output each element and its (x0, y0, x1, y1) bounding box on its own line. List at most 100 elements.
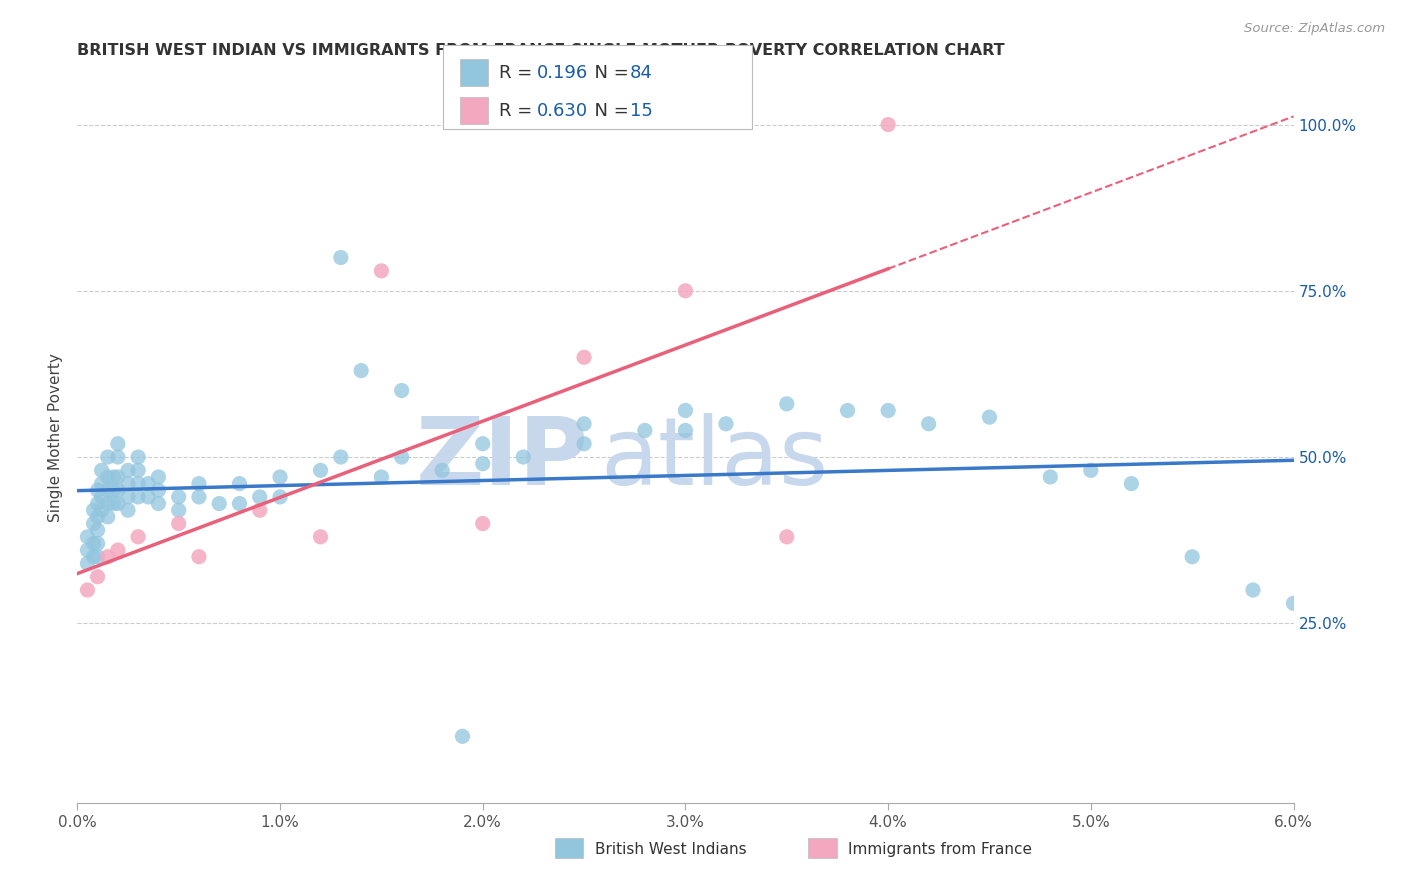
Point (208, 497, 231, 511)
Text: R =: R = (499, 102, 538, 120)
Point (90, 463, 112, 477)
Point (117, 476, 139, 491)
Point (249, 503, 271, 517)
Point (167, 490, 190, 504)
Point (86, 497, 108, 511)
Point (675, 403, 697, 417)
Point (103, 483, 125, 498)
Point (117, 490, 139, 504)
Point (877, 118, 900, 132)
Point (97, 497, 120, 511)
Point (76, 543, 98, 558)
Point (309, 463, 332, 477)
Point (979, 410, 1001, 425)
Point (97, 470, 120, 484)
Point (249, 490, 271, 504)
Point (350, 363, 373, 377)
Point (148, 483, 170, 498)
Point (634, 424, 657, 438)
Point (136, 476, 159, 491)
Point (90, 476, 112, 491)
Point (86, 570, 108, 584)
Point (97, 509, 120, 524)
Point (76, 557, 98, 571)
Point (471, 516, 494, 531)
Text: Immigrants from France: Immigrants from France (848, 842, 1032, 856)
Point (107, 436, 129, 450)
Text: R =: R = (499, 63, 538, 81)
Point (714, 417, 737, 431)
Point (86, 536, 108, 550)
Point (776, 397, 799, 411)
Point (107, 470, 129, 484)
Point (97, 483, 120, 498)
Point (97, 549, 120, 564)
Point (103, 470, 125, 484)
Text: 15: 15 (630, 102, 652, 120)
Point (512, 450, 534, 464)
Point (86, 483, 108, 498)
Point (83, 536, 105, 550)
Point (107, 497, 129, 511)
Point (471, 457, 494, 471)
Point (370, 264, 392, 278)
Point (167, 503, 190, 517)
Point (76, 530, 98, 544)
Point (188, 490, 211, 504)
Point (83, 503, 105, 517)
Point (107, 543, 129, 558)
Point (127, 450, 149, 464)
Point (269, 490, 291, 504)
Point (391, 450, 413, 464)
Point (76, 582, 98, 597)
Point (391, 384, 413, 398)
Y-axis label: Single Mother Poverty: Single Mother Poverty (48, 352, 63, 522)
Point (188, 476, 211, 491)
Text: ZIP: ZIP (415, 413, 588, 505)
Text: 84: 84 (630, 63, 652, 81)
Point (309, 530, 332, 544)
Point (430, 463, 453, 477)
Point (103, 497, 125, 511)
Point (148, 497, 170, 511)
Text: BRITISH WEST INDIAN VS IMMIGRANTS FROM FRANCE SINGLE MOTHER POVERTY CORRELATION : BRITISH WEST INDIAN VS IMMIGRANTS FROM F… (77, 43, 1005, 58)
Point (370, 470, 392, 484)
Point (127, 463, 149, 477)
Point (127, 476, 149, 491)
Point (776, 530, 799, 544)
Point (86, 549, 108, 564)
Text: British West Indians: British West Indians (595, 842, 747, 856)
Point (83, 549, 105, 564)
Point (188, 549, 211, 564)
Point (90, 490, 112, 504)
Point (167, 516, 190, 531)
Point (329, 251, 352, 265)
Point (97, 450, 120, 464)
Point (572, 417, 595, 431)
Point (675, 424, 697, 438)
Text: 0.630: 0.630 (537, 102, 588, 120)
Point (1080, 463, 1102, 477)
Point (136, 490, 159, 504)
Point (107, 450, 129, 464)
Point (90, 503, 112, 517)
Point (918, 417, 941, 431)
Point (127, 490, 149, 504)
Point (471, 436, 494, 450)
Point (127, 530, 149, 544)
Point (572, 436, 595, 450)
Point (1181, 549, 1204, 564)
Point (269, 470, 291, 484)
Text: Source: ZipAtlas.com: Source: ZipAtlas.com (1244, 22, 1385, 36)
Point (1282, 596, 1305, 610)
Point (86, 523, 108, 537)
Point (329, 450, 352, 464)
Point (83, 516, 105, 531)
Point (148, 470, 170, 484)
Point (228, 497, 250, 511)
Point (1241, 582, 1264, 597)
Point (572, 351, 595, 365)
Point (877, 403, 900, 417)
Point (228, 476, 250, 491)
Point (1121, 476, 1143, 491)
